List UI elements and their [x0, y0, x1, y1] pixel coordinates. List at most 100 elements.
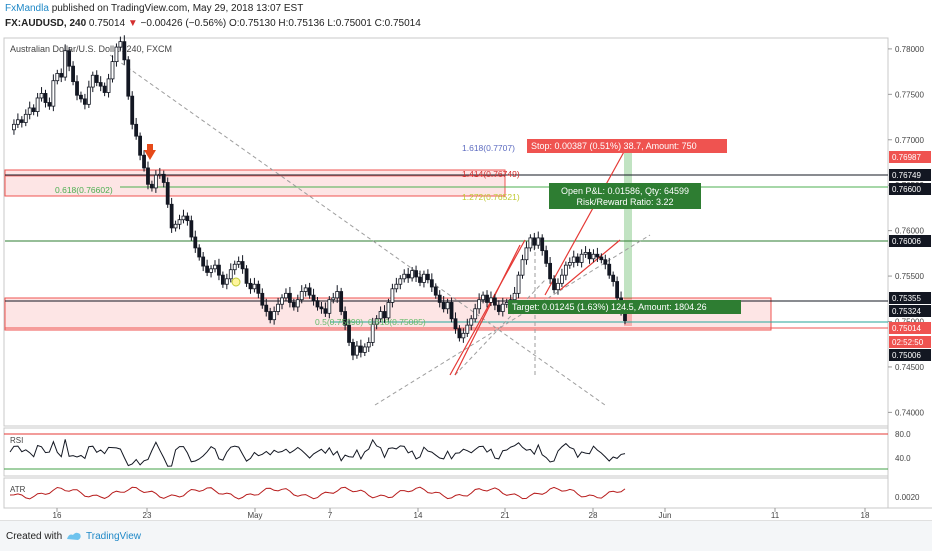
- candle-body: [102, 85, 107, 93]
- candle-body: [79, 94, 83, 100]
- sell-arrow-icon: [144, 150, 156, 160]
- candle-body: [268, 311, 273, 321]
- price-label-bg: [889, 169, 931, 181]
- candle-body: [205, 265, 210, 273]
- candle-body: [130, 95, 135, 125]
- candle-body: [560, 274, 564, 284]
- change-value: −0.00426 (−0.56%): [140, 18, 227, 29]
- candle-body: [343, 311, 347, 326]
- rsi-tick: 40.0: [895, 454, 911, 463]
- price-label-bg: [889, 183, 931, 195]
- candle-body: [193, 236, 198, 249]
- atr-line: [9, 486, 626, 500]
- candle-body: [386, 302, 391, 319]
- candle-body: [12, 123, 16, 131]
- candle-body: [256, 283, 261, 294]
- candle-body: [110, 61, 115, 80]
- candle-body: [398, 278, 403, 285]
- candle-body: [311, 294, 316, 302]
- price-label-bg: [889, 349, 931, 361]
- published-text: published on TradingView.com, May 29, 20…: [51, 3, 304, 14]
- candle-body: [362, 346, 367, 353]
- candle-body: [520, 259, 525, 276]
- price-label: 0.76749: [892, 171, 921, 180]
- candle-body: [493, 297, 497, 306]
- price-chart[interactable]: 0.780000.775000.770000.765000.760000.755…: [0, 34, 932, 520]
- tradingview-brand[interactable]: TradingView: [86, 531, 142, 542]
- candle-body: [15, 119, 20, 125]
- candle-body: [575, 256, 580, 263]
- y-tick-label: 0.78000: [895, 45, 924, 54]
- author-link[interactable]: FxMandla: [5, 3, 49, 14]
- candle-body: [445, 302, 450, 310]
- candle-body: [228, 269, 233, 280]
- candle-body: [90, 74, 95, 88]
- candle-body: [422, 273, 426, 283]
- candle-body: [39, 93, 44, 99]
- candle-body: [327, 299, 332, 314]
- price-label: 0.75355: [892, 294, 921, 303]
- candle-body: [425, 273, 430, 281]
- candle-body: [433, 286, 438, 296]
- wedge-line: [454, 244, 521, 376]
- main-pane: [3, 37, 889, 427]
- candle-body: [161, 173, 166, 183]
- candle-body: [236, 261, 241, 265]
- fib-label: 0.5(0.75090): [315, 317, 363, 327]
- candle-body: [126, 59, 131, 97]
- candle-body: [153, 174, 158, 189]
- candle-body: [563, 264, 568, 276]
- candle-body: [299, 291, 304, 301]
- candle-body: [512, 292, 517, 301]
- candle-body: [63, 50, 68, 78]
- price-label: 02:52:50: [892, 338, 924, 347]
- x-tick-label: 14: [414, 511, 423, 520]
- candle-body: [355, 345, 359, 356]
- candle-body: [181, 215, 186, 221]
- candle-body: [366, 342, 371, 348]
- candle-body: [150, 183, 154, 189]
- fib-label: 0.618(0.75085): [368, 317, 426, 327]
- x-tick-label: Jun: [659, 511, 672, 520]
- sell-arrow-stem: [147, 144, 153, 151]
- candle-body: [173, 223, 178, 229]
- candle-body: [465, 324, 470, 334]
- candle-body: [27, 107, 32, 115]
- y-tick-label: 0.77500: [895, 90, 924, 99]
- candle-body: [75, 81, 79, 96]
- candle-body: [209, 268, 213, 273]
- candle-body: [528, 237, 533, 249]
- candle-body: [201, 256, 206, 267]
- candle-body: [94, 74, 99, 83]
- price-label-bg: [889, 322, 931, 334]
- candle-body: [595, 253, 600, 258]
- fib-label: 0.618(0.76602): [55, 185, 113, 195]
- chart-title: Australian Dollar/U.S. Dollar, 240, FXCM: [10, 44, 172, 54]
- candle-body: [83, 98, 87, 105]
- candle-body: [406, 273, 411, 279]
- candle-body: [358, 345, 363, 353]
- candle-body: [169, 203, 174, 229]
- candle-body: [264, 304, 269, 312]
- candle-body: [410, 270, 415, 279]
- x-tick-label: 18: [861, 511, 870, 520]
- channel-line: [454, 279, 546, 376]
- stop-label-bg: [527, 139, 727, 153]
- candle-body: [224, 278, 229, 285]
- candle-body: [31, 107, 36, 113]
- candle-body: [35, 97, 40, 113]
- atr-pane: [3, 477, 889, 509]
- y-tick-label: 0.74000: [895, 408, 924, 417]
- candle-body: [114, 46, 119, 63]
- candle-body: [240, 261, 245, 270]
- candle-body: [544, 250, 549, 264]
- rsi-label: RSI: [10, 436, 23, 445]
- candle-body: [469, 318, 474, 326]
- candle-body: [98, 82, 103, 87]
- candle-body: [496, 304, 501, 312]
- candle-body: [556, 282, 560, 291]
- supply-zone: [4, 169, 506, 197]
- target-arrow-line: [544, 149, 626, 296]
- candle-body: [500, 303, 505, 312]
- price-label-bg: [889, 336, 931, 348]
